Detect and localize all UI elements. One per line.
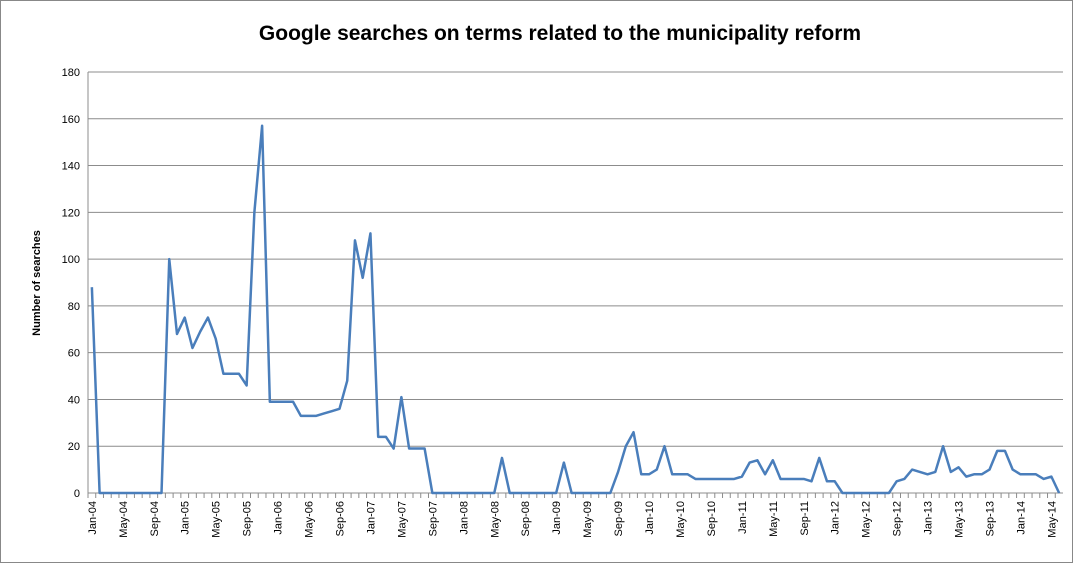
y-tick-label: 60 <box>68 348 80 360</box>
x-tick-label: Sep-07 <box>427 501 439 536</box>
y-tick-label: 140 <box>62 161 80 173</box>
x-tick-label: Sep-04 <box>149 501 161 536</box>
y-tick-label: 160 <box>62 114 80 126</box>
chart-title: Google searches on terms related to the … <box>259 22 861 45</box>
x-tick-label: Sep-11 <box>799 501 811 536</box>
y-tick-label: 180 <box>62 67 80 79</box>
x-tick-label: May-04 <box>118 501 130 538</box>
x-tick-label: Jan-07 <box>365 501 377 535</box>
x-tick-label: Jan-09 <box>551 501 563 535</box>
x-tick-label: May-13 <box>954 501 966 538</box>
x-tick-label: Sep-06 <box>334 501 346 536</box>
x-tick-label: Jan-13 <box>923 501 935 535</box>
x-tick-label: Sep-13 <box>984 501 996 536</box>
x-tick-label: May-14 <box>1046 501 1058 538</box>
x-tick-label: Sep-05 <box>242 501 254 536</box>
y-tick-label: 40 <box>68 394 80 406</box>
x-tick-label: May-08 <box>489 501 501 538</box>
x-tick-label: Jan-11 <box>737 501 749 534</box>
x-tick-label: Sep-09 <box>613 501 625 536</box>
x-tick-label: Jan-14 <box>1015 501 1027 535</box>
y-tick-label: 120 <box>62 207 80 219</box>
y-tick-label: 80 <box>68 301 80 313</box>
x-tick-label: Jan-12 <box>830 501 842 535</box>
x-tick-label: Sep-08 <box>520 501 532 536</box>
x-tick-label: Sep-10 <box>706 501 718 536</box>
x-tick-label: Jan-04 <box>87 501 99 535</box>
x-tick-label: May-11 <box>768 501 780 537</box>
x-tick-label: May-12 <box>861 501 873 538</box>
x-tick-label: May-07 <box>396 501 408 538</box>
y-tick-label: 0 <box>74 488 80 500</box>
y-tick-label: 100 <box>62 254 80 266</box>
x-tick-label: Jan-06 <box>273 501 285 535</box>
x-tick-label: Jan-05 <box>180 501 192 535</box>
y-tick-label: 20 <box>68 441 80 453</box>
x-tick-label: May-09 <box>582 501 594 538</box>
data-line <box>90 124 1061 495</box>
x-tick-label: May-06 <box>304 501 316 538</box>
x-tick-label: May-10 <box>675 501 687 538</box>
x-tick-label: Jan-08 <box>458 501 470 535</box>
x-tick-label: Jan-10 <box>644 501 656 535</box>
x-tick-label: Sep-12 <box>892 501 904 536</box>
y-axis-label: Number of searches <box>31 230 43 336</box>
x-tick-label: May-05 <box>211 501 223 538</box>
